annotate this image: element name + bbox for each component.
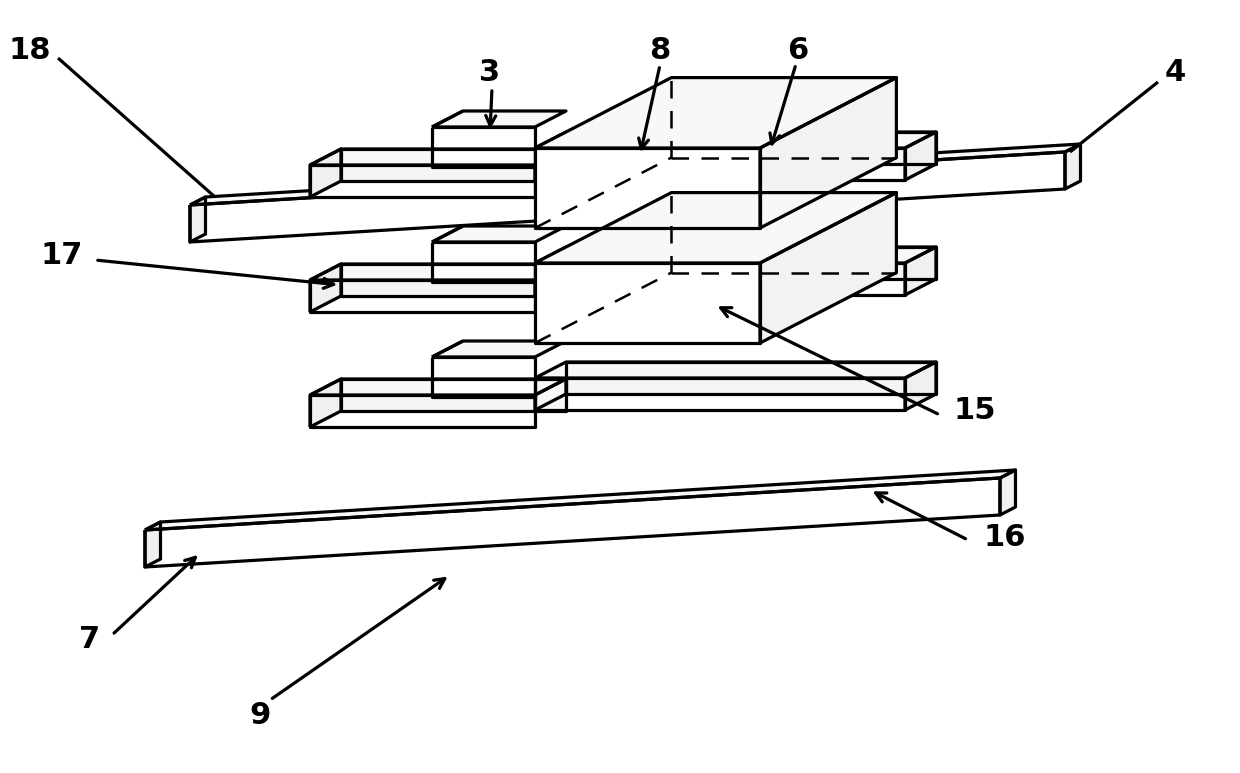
Text: 9: 9 [249, 700, 270, 730]
Polygon shape [341, 247, 936, 296]
Polygon shape [310, 379, 565, 395]
Polygon shape [534, 192, 897, 263]
Polygon shape [190, 144, 1080, 205]
Polygon shape [432, 357, 534, 397]
Polygon shape [190, 197, 206, 242]
Polygon shape [534, 263, 760, 343]
Polygon shape [310, 379, 341, 427]
Text: 16: 16 [983, 523, 1027, 553]
Polygon shape [145, 522, 160, 567]
Polygon shape [432, 111, 565, 127]
Text: 6: 6 [787, 36, 808, 64]
Polygon shape [145, 470, 1016, 530]
Polygon shape [310, 378, 905, 427]
Polygon shape [534, 77, 897, 148]
Polygon shape [310, 264, 565, 280]
Text: 15: 15 [954, 396, 996, 424]
Polygon shape [145, 478, 999, 567]
Polygon shape [310, 263, 905, 312]
Polygon shape [534, 264, 565, 295]
Polygon shape [310, 149, 565, 165]
Polygon shape [999, 470, 1016, 515]
Polygon shape [905, 362, 936, 410]
Polygon shape [760, 192, 897, 343]
Polygon shape [432, 127, 534, 167]
Polygon shape [534, 148, 760, 228]
Polygon shape [534, 379, 565, 410]
Text: 8: 8 [650, 36, 671, 64]
Polygon shape [534, 132, 936, 148]
Text: 3: 3 [480, 57, 501, 87]
Text: 4: 4 [1164, 57, 1185, 87]
Polygon shape [341, 132, 936, 181]
Polygon shape [534, 362, 936, 378]
Polygon shape [190, 152, 1065, 242]
Polygon shape [905, 132, 936, 180]
Polygon shape [432, 226, 565, 242]
Text: 18: 18 [9, 36, 51, 64]
Polygon shape [760, 77, 897, 228]
Polygon shape [432, 242, 534, 282]
Polygon shape [534, 247, 936, 263]
Polygon shape [905, 247, 936, 295]
Polygon shape [1065, 144, 1080, 189]
Polygon shape [432, 341, 565, 357]
Text: 7: 7 [79, 625, 100, 655]
Polygon shape [341, 362, 936, 411]
Text: 17: 17 [41, 240, 83, 270]
Polygon shape [534, 149, 565, 180]
Polygon shape [310, 264, 341, 312]
Polygon shape [310, 148, 905, 197]
Polygon shape [310, 149, 341, 197]
